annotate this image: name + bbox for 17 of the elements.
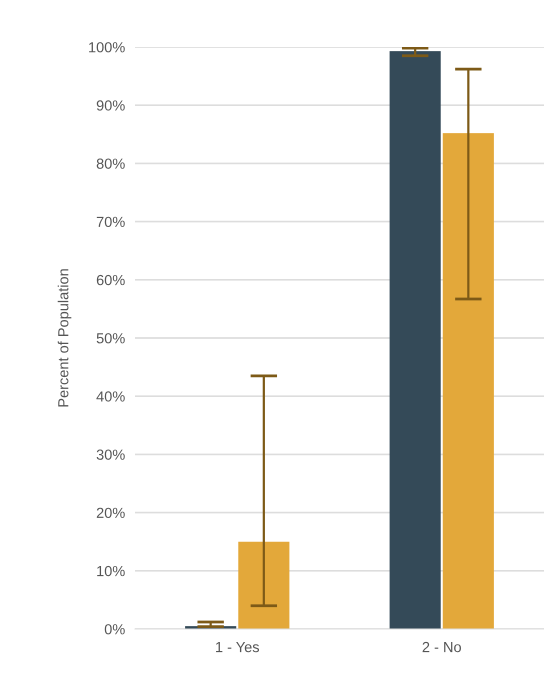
y-tick-label: 0% <box>104 624 125 634</box>
y-tick-label: 90% <box>96 100 125 111</box>
x-tick-label: 1 - Yes <box>216 642 260 652</box>
y-tick-label: 100% <box>89 42 125 52</box>
bar <box>390 51 441 629</box>
y-tick-label: 40% <box>96 391 125 402</box>
y-tick-label: 60% <box>96 274 125 286</box>
bar <box>238 542 290 629</box>
y-tick-label: 50% <box>96 333 125 344</box>
y-tick-label: 30% <box>96 450 125 460</box>
y-tick-label: 10% <box>97 566 125 576</box>
y-tick-label: 70% <box>96 216 125 228</box>
y-tick-label: 80% <box>96 158 125 169</box>
x-tick-label: 2 - No <box>422 642 461 652</box>
y-tick-label: 20% <box>96 508 125 518</box>
y-axis-title: Percent of Population <box>58 269 72 407</box>
bar <box>442 133 494 629</box>
